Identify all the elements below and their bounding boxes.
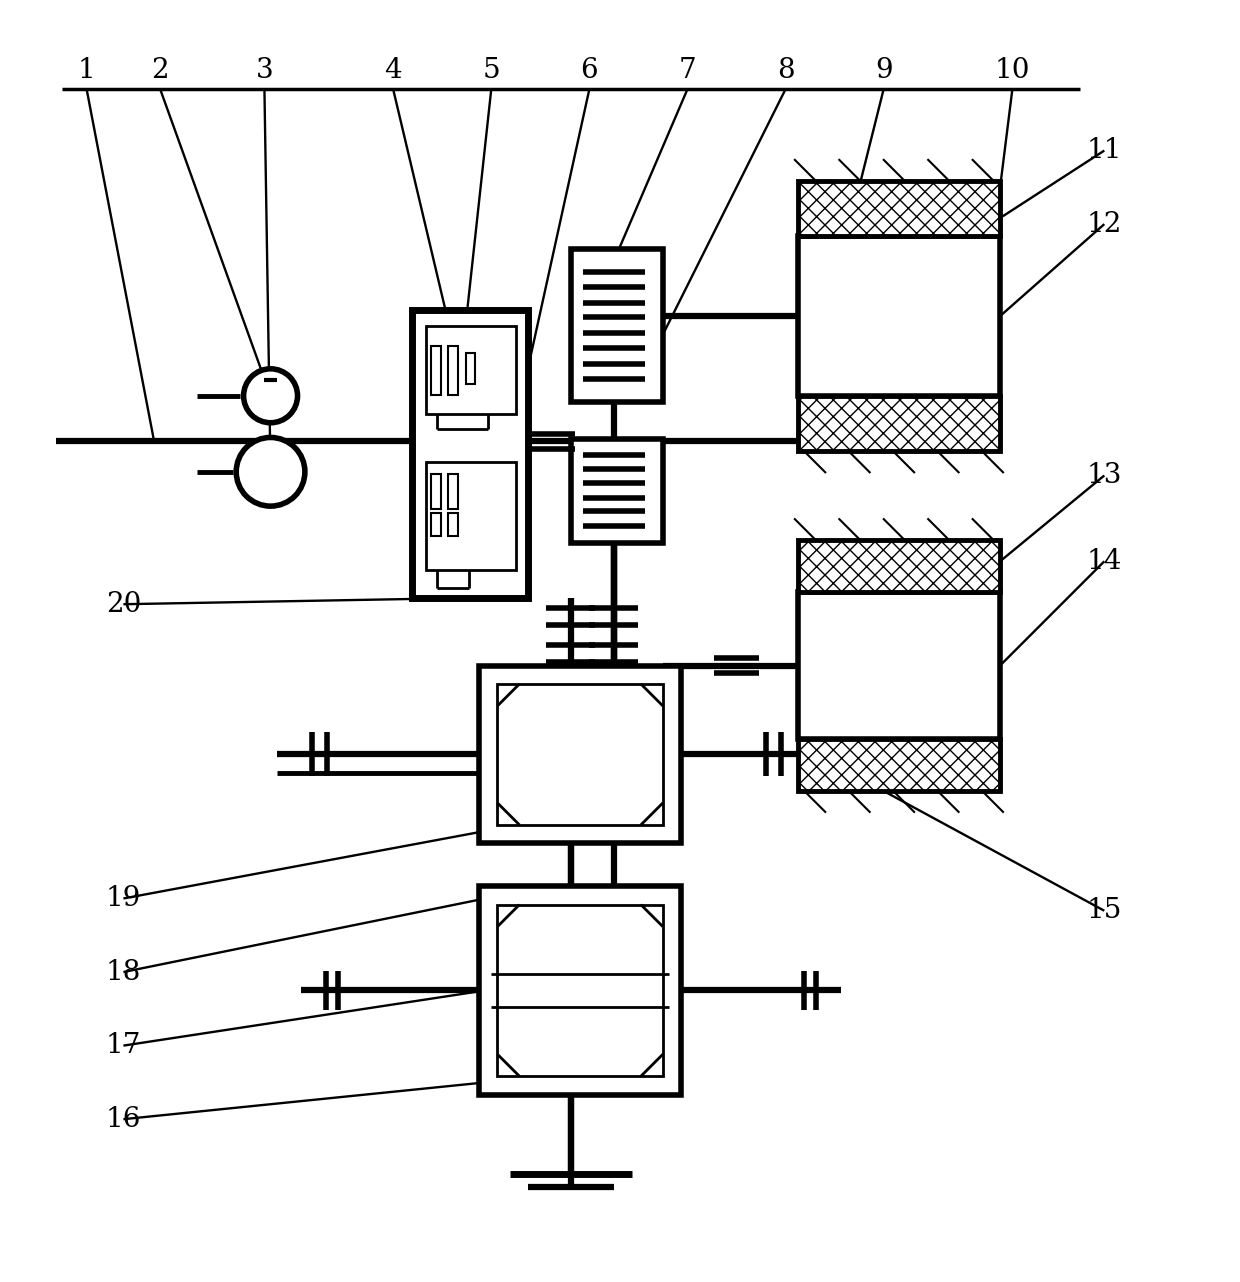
Text: 7: 7 (678, 58, 697, 85)
Bar (449, 514, 458, 536)
Text: 16: 16 (105, 1105, 141, 1133)
Text: 4: 4 (384, 58, 402, 85)
Bar (797, 236, 1001, 396)
Text: 3: 3 (255, 58, 273, 85)
Text: 13: 13 (1086, 462, 1122, 488)
Text: 14: 14 (1086, 547, 1122, 574)
Text: 10: 10 (994, 58, 1030, 85)
Bar (570, 249, 663, 403)
Bar (412, 310, 528, 599)
Text: 17: 17 (105, 1032, 141, 1059)
Text: 12: 12 (1086, 210, 1122, 237)
Text: 5: 5 (482, 58, 500, 85)
Circle shape (237, 437, 305, 506)
Text: 2: 2 (151, 58, 169, 85)
Text: 20: 20 (105, 591, 141, 618)
Bar (797, 396, 1001, 451)
Text: 11: 11 (1086, 137, 1122, 164)
Text: 19: 19 (105, 885, 141, 912)
Bar (465, 353, 475, 383)
Bar (427, 462, 516, 570)
Bar (797, 740, 1001, 791)
Bar (497, 683, 663, 824)
Text: 1: 1 (78, 58, 95, 85)
Bar (797, 181, 1001, 236)
Bar (432, 474, 441, 509)
Bar (432, 346, 441, 395)
Bar (797, 541, 1001, 592)
Text: 8: 8 (776, 58, 795, 85)
Text: 6: 6 (580, 58, 598, 85)
Bar (479, 886, 681, 1095)
Bar (432, 514, 441, 536)
Bar (497, 905, 663, 1077)
Bar (570, 438, 663, 542)
Text: 15: 15 (1086, 897, 1122, 924)
Bar (449, 346, 458, 395)
Bar (449, 474, 458, 509)
Text: 9: 9 (874, 58, 893, 85)
Bar (479, 665, 681, 844)
Bar (427, 326, 516, 414)
Text: 18: 18 (105, 959, 141, 986)
Bar (797, 592, 1001, 740)
Circle shape (243, 369, 298, 423)
